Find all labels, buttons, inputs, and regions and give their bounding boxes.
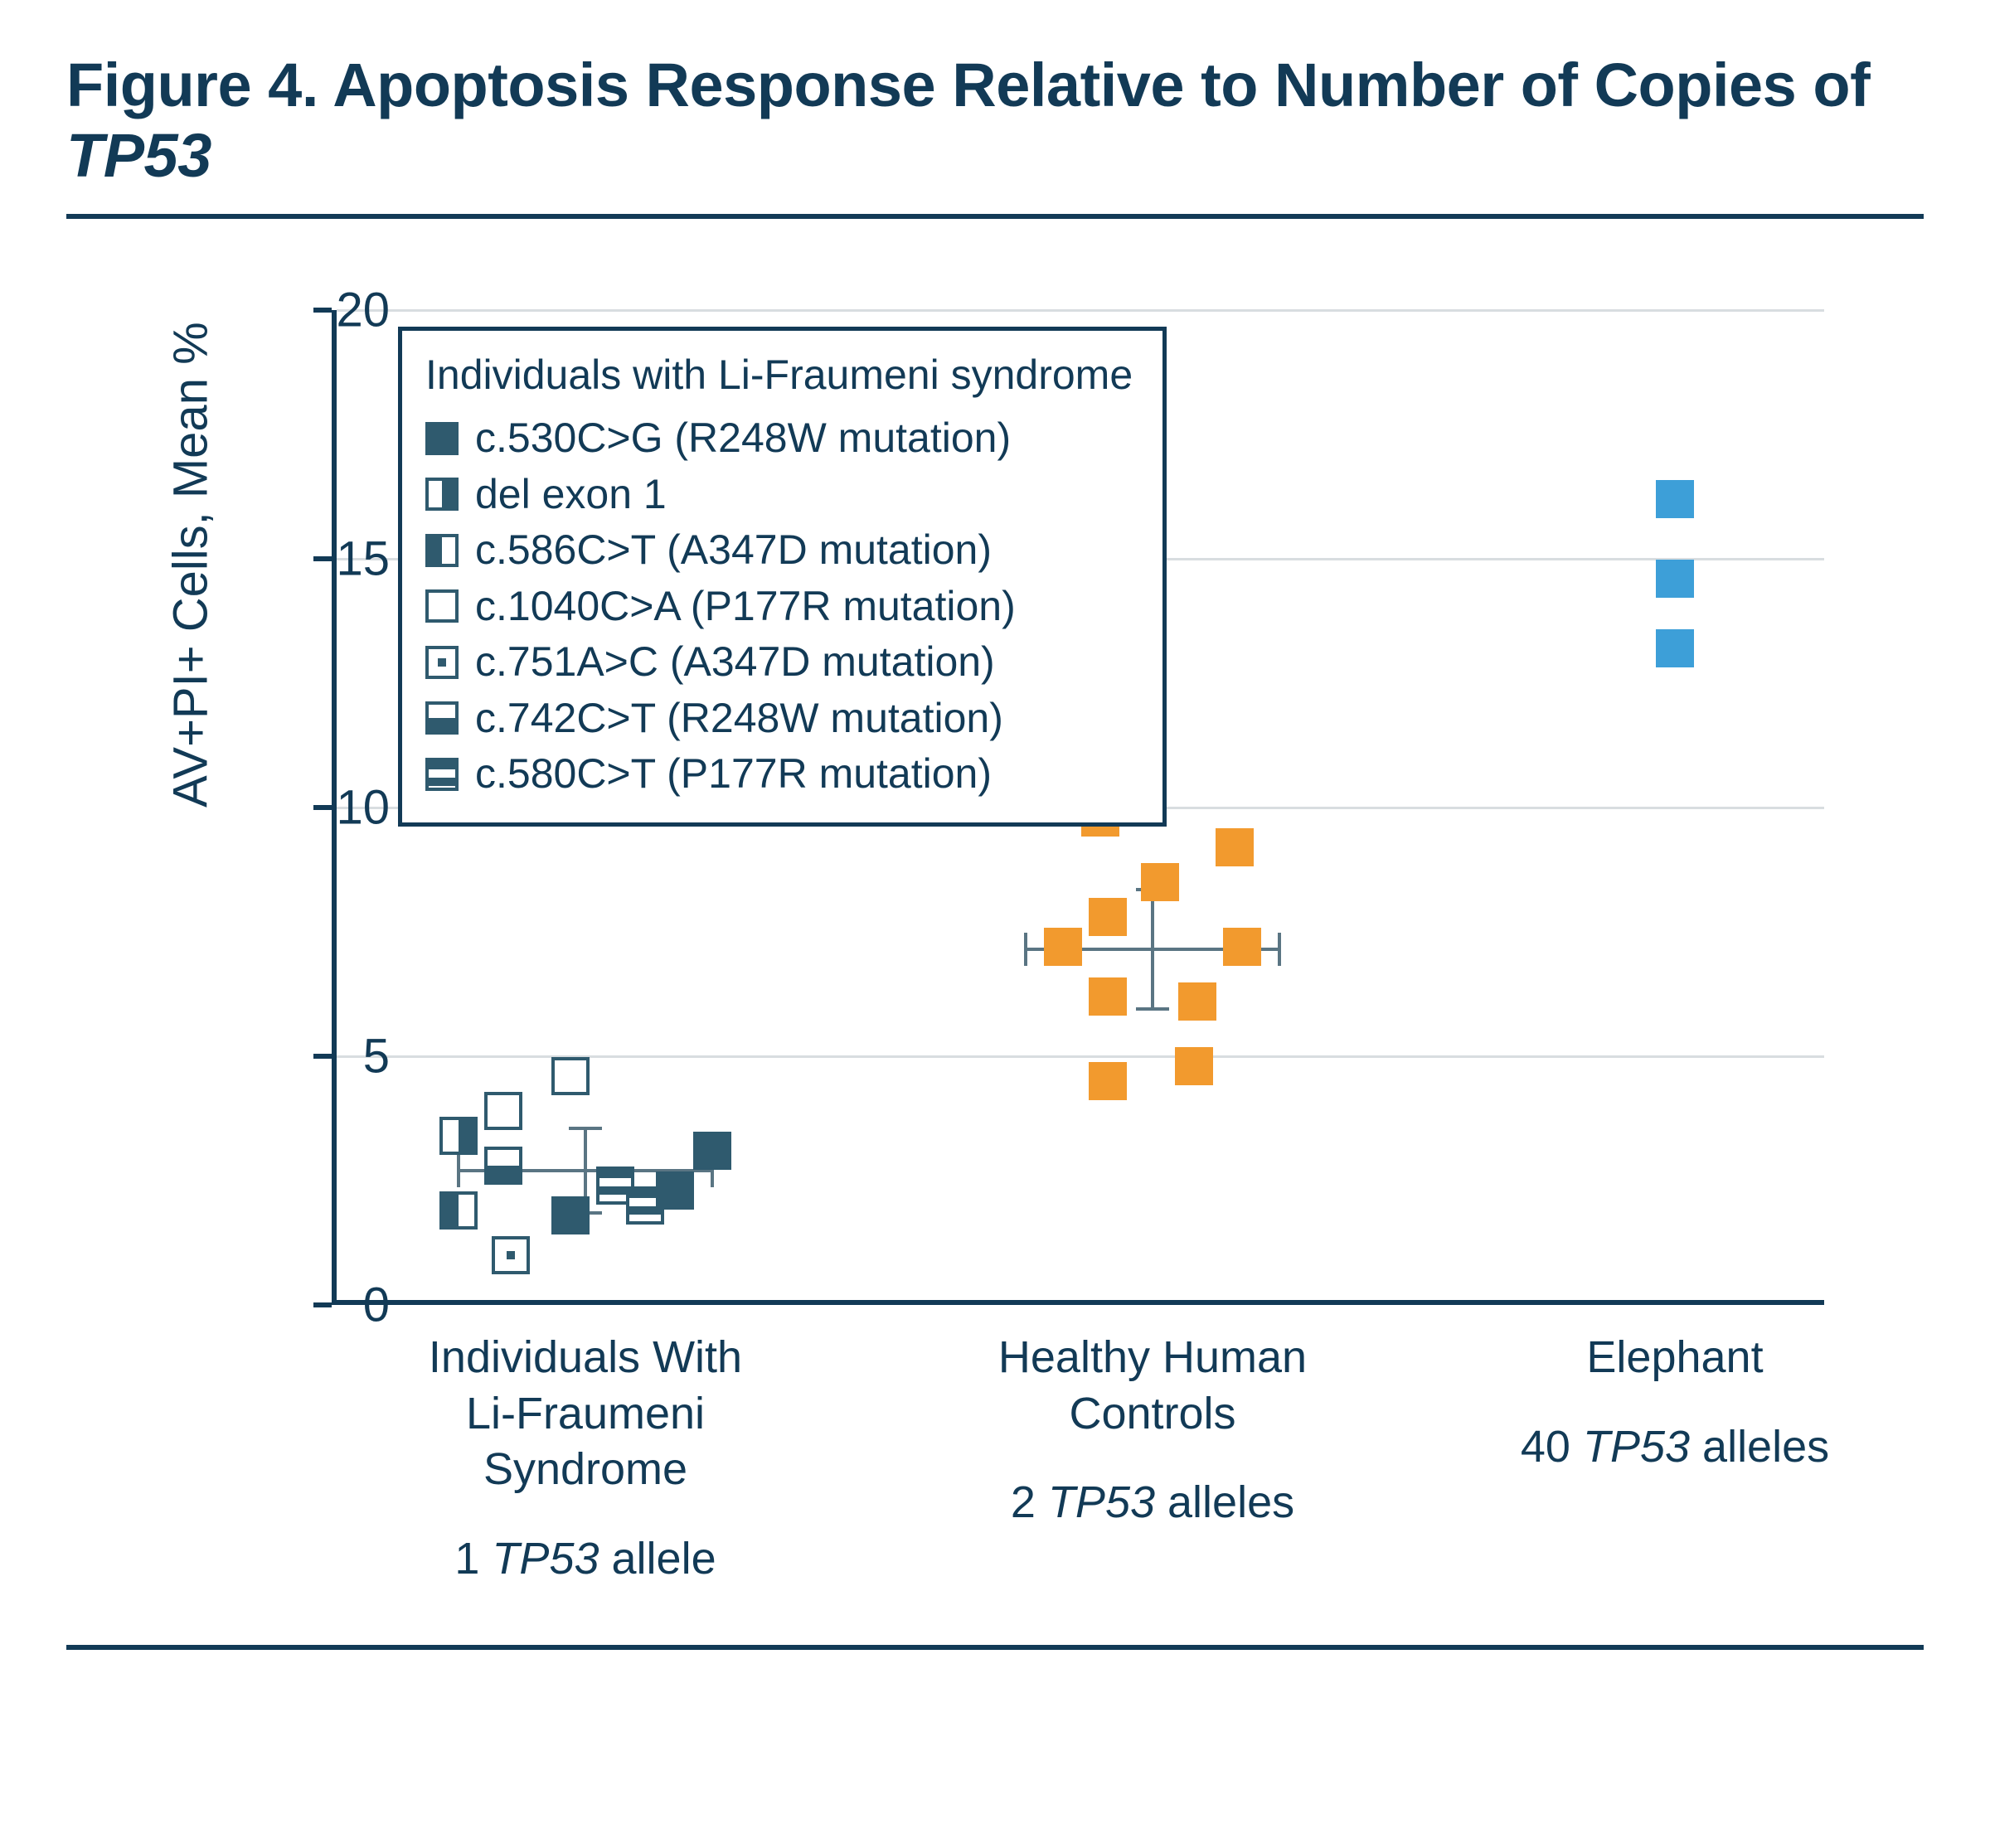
y-tick-label: 5 [290, 1029, 390, 1084]
plot-wrap: AV+PI+ Cells, Mean % 05101520Individuals… [166, 269, 1907, 1595]
legend-swatch [425, 422, 459, 455]
legend-swatch [425, 589, 459, 623]
legend-item: c.586C>T (A347D mutation) [425, 522, 1133, 579]
data-point [1216, 828, 1254, 866]
data-point [551, 1057, 590, 1095]
data-point [551, 1196, 590, 1234]
legend-swatch [425, 758, 459, 791]
figure-title: Figure 4. Apoptosis Response Relative to… [66, 50, 1924, 191]
legend-label: c.586C>T (A347D mutation) [475, 522, 992, 579]
data-point [1175, 1047, 1213, 1085]
mean-bar-cap [1278, 933, 1281, 966]
y-tick-label: 0 [290, 1278, 390, 1333]
data-point [1656, 629, 1694, 667]
data-point [492, 1236, 530, 1274]
data-point [1223, 928, 1261, 966]
data-point [1141, 863, 1179, 901]
figure-title-text: Figure 4. Apoptosis Response Relative to… [66, 51, 1870, 119]
legend-item: c.580C>T (P177R mutation) [425, 746, 1133, 803]
y-tick-label: 10 [290, 780, 390, 836]
legend-item: c.530C>G (R248W mutation) [425, 410, 1133, 467]
x-category-label: Healthy HumanControls2 TP53 alleles [920, 1330, 1385, 1531]
y-tick-label: 15 [290, 531, 390, 587]
legend-label: del exon 1 [475, 467, 667, 523]
x-category-label: Individuals WithLi-FraumeniSyndrome1 TP5… [353, 1330, 818, 1587]
figure-title-gene: TP53 [66, 121, 211, 190]
legend-swatch [425, 646, 459, 679]
legend-item: c.742C>T (R248W mutation) [425, 691, 1133, 747]
data-point [656, 1171, 694, 1210]
data-point [1656, 480, 1694, 518]
sd-bar-cap [569, 1127, 602, 1130]
data-point [693, 1132, 731, 1170]
legend-label: c.530C>G (R248W mutation) [475, 410, 1011, 467]
legend-item: del exon 1 [425, 467, 1133, 523]
legend-label: c.1040C>A (P177R mutation) [475, 579, 1016, 635]
figure-container: Figure 4. Apoptosis Response Relative to… [0, 0, 1990, 1716]
legend-item: c.751A>C (A347D mutation) [425, 634, 1133, 691]
legend-label: c.751A>C (A347D mutation) [475, 634, 995, 691]
data-point [1044, 928, 1082, 966]
y-axis-title: AV+PI+ Cells, Mean % [163, 322, 219, 808]
data-point [484, 1147, 522, 1185]
legend: Individuals with Li-Fraumeni syndrome c.5… [398, 327, 1167, 827]
data-point [439, 1191, 478, 1230]
data-point [1089, 1062, 1127, 1100]
grid-line [337, 309, 1824, 312]
data-point [439, 1117, 478, 1155]
legend-swatch [425, 478, 459, 511]
sd-bar-cap [1136, 1007, 1169, 1011]
bottom-rule [66, 1645, 1924, 1650]
legend-swatch [425, 701, 459, 735]
data-point [1089, 898, 1127, 936]
legend-title: Individuals with Li-Fraumeni syndrome [425, 351, 1133, 399]
mean-bar-cap [457, 1154, 460, 1187]
data-point [1089, 977, 1127, 1016]
legend-label: c.580C>T (P177R mutation) [475, 746, 992, 803]
data-point [1178, 982, 1216, 1021]
legend-label: c.742C>T (R248W mutation) [475, 691, 1003, 747]
legend-swatch [425, 534, 459, 567]
mean-bar-cap [1024, 933, 1027, 966]
sd-bar [1151, 890, 1154, 1009]
x-category-label: Elephant40 TP53 alleles [1443, 1330, 1907, 1475]
x-axis-line [332, 1300, 1824, 1305]
legend-item: c.1040C>A (P177R mutation) [425, 579, 1133, 635]
data-point [484, 1092, 522, 1130]
title-rule [66, 214, 1924, 219]
data-point [1656, 560, 1694, 598]
y-tick-label: 20 [290, 283, 390, 338]
